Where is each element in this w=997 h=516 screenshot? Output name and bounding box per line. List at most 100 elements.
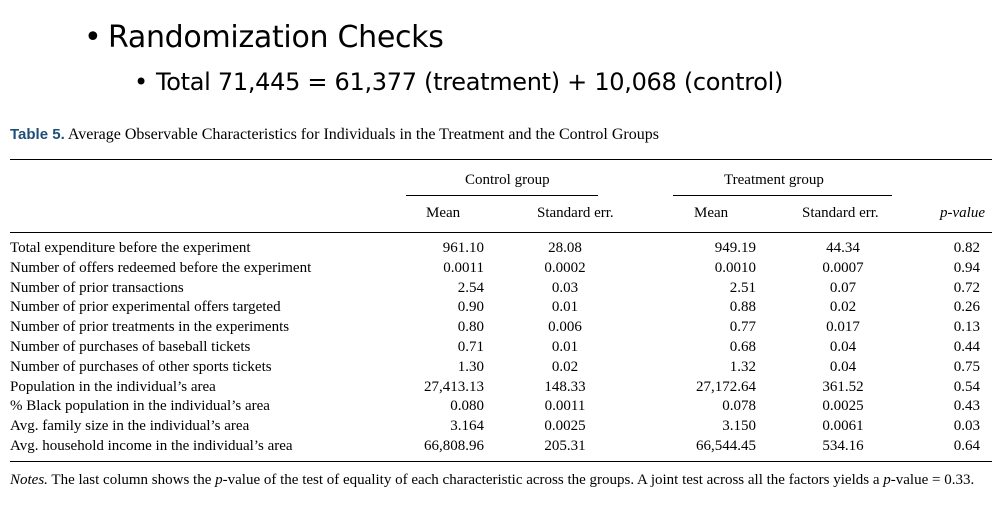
control-se-cell: 205.31	[544, 438, 586, 454]
p-value-cell: 0.82	[953, 240, 980, 256]
notes-p2-italic: p	[883, 472, 891, 488]
notes-label: Notes.	[10, 472, 48, 488]
table-row: Number of purchases of other sports tick…	[0, 357, 997, 377]
treatment-se-cell: 44.34	[826, 240, 860, 256]
control-mean-cell: 0.0011	[443, 259, 484, 276]
row-label: Number of prior treatments in the experi…	[10, 319, 290, 336]
notes-text-2: -value of the test of equality of each c…	[222, 472, 884, 488]
row-label: Number of purchases of other sports tick…	[10, 358, 272, 375]
control-mean-cell: 3.164	[450, 418, 484, 435]
bullet-sub: • Total 71,445 = 61,377 (treatment) + 10,…	[134, 64, 783, 100]
treatment-se-cell: 534.16	[822, 438, 864, 454]
control-mean-cell: 1.30	[457, 358, 484, 375]
control-mean-cell: 27,413.13	[424, 378, 484, 395]
p-value-cell: 0.44	[953, 339, 980, 355]
notes-p-italic: p	[215, 472, 223, 488]
p-value-cell: 0.54	[953, 378, 980, 395]
row-label: Number of prior transactions	[10, 279, 184, 296]
control-mean-cell: 2.54	[457, 279, 484, 296]
control-mean-cell: 0.71	[457, 339, 484, 355]
table-bottom-rule	[10, 461, 992, 462]
p-value-cell: 0.43	[953, 398, 980, 415]
header-treatment-se: Standard err.	[802, 205, 879, 221]
control-se-cell: 0.0011	[544, 398, 586, 415]
header-control-mean: Mean	[426, 205, 461, 221]
control-se-cell: 0.0002	[544, 259, 586, 276]
table-row: Population in the individual’s area 27,41…	[0, 377, 997, 397]
control-se-cell: 0.006	[548, 319, 582, 336]
treatment-se-cell: 0.07	[829, 279, 857, 296]
treatment-se-cell: 361.52	[822, 378, 864, 395]
row-label: Number of offers redeemed before the exp…	[10, 259, 312, 276]
treatment-mean-cell: 3.150	[722, 418, 756, 435]
table-notes: Notes. The last column shows the p-value…	[10, 471, 994, 489]
table-row: Number of prior transactions 2.54 0.03 2.51…	[0, 278, 997, 298]
control-se-cell: 0.02	[551, 358, 579, 375]
treatment-mean-cell: 0.77	[729, 319, 756, 336]
row-label: Number of purchases of baseball tickets	[10, 339, 251, 355]
table-caption: Table 5. Average Observable Characterist…	[10, 126, 659, 144]
p-value-cell: 0.64	[953, 438, 980, 454]
table-row: Avg. household income in the individual’…	[0, 436, 997, 456]
row-label: Total expenditure before the experiment	[10, 240, 251, 256]
p-value-cell: 0.03	[953, 418, 980, 435]
notes-text-1: The last column shows the	[51, 472, 216, 488]
table-row: Total expenditure before the experiment 9…	[0, 238, 997, 258]
p-value-cell: 0.13	[953, 319, 980, 336]
p-value-cell: 0.94	[953, 259, 980, 276]
bullet-dot-icon: •	[134, 68, 148, 96]
control-se-cell: 0.03	[551, 279, 579, 296]
control-mean-cell: 66,808.96	[424, 438, 484, 454]
treatment-se-cell: 0.04	[829, 358, 857, 375]
treatment-group-rule	[673, 195, 892, 196]
table-number: Table 5.	[10, 126, 65, 143]
p-value-cell: 0.75	[953, 358, 980, 375]
treatment-mean-cell: 1.32	[729, 358, 756, 375]
bullet-sub-text: Total 71,445 = 61,377 (treatment) + 10,0…	[156, 68, 784, 96]
bullet-main-text: Randomization Checks	[108, 20, 444, 55]
p-value-cell: 0.72	[953, 279, 980, 296]
treatment-mean-cell: 949.19	[714, 240, 756, 256]
table-top-rule	[10, 159, 992, 160]
row-label: Population in the individual’s area	[10, 378, 216, 395]
treatment-se-cell: 0.0061	[822, 418, 864, 435]
control-mean-cell: 0.080	[450, 398, 484, 415]
control-se-cell: 0.01	[551, 299, 579, 316]
table-row: Number of purchases of baseball tickets 0…	[0, 337, 997, 357]
table-row: Avg. family size in the individual’s are…	[0, 416, 997, 436]
row-label: % Black population in the individual’s a…	[10, 398, 270, 415]
header-control-se: Standard err.	[537, 205, 614, 221]
bullet-dot-icon: •	[84, 20, 102, 55]
treatment-se-cell: 0.02	[829, 299, 857, 316]
control-se-cell: 0.0025	[544, 418, 586, 435]
notes-text-3: -value = 0.33.	[890, 472, 975, 488]
treatment-se-cell: 0.017	[826, 319, 860, 336]
header-control-group: Control group	[465, 172, 550, 188]
header-treatment-mean: Mean	[694, 205, 729, 221]
treatment-mean-cell: 2.51	[729, 279, 756, 296]
treatment-mean-cell: 0.078	[722, 398, 756, 415]
row-label: Avg. family size in the individual’s are…	[10, 418, 250, 435]
header-treatment-group: Treatment group	[724, 172, 824, 188]
p-value-cell: 0.26	[953, 299, 980, 316]
control-mean-cell: 0.90	[457, 299, 484, 316]
treatment-mean-cell: 0.68	[729, 339, 756, 355]
bullet-main: • Randomization Checks	[84, 16, 444, 60]
control-se-cell: 28.08	[548, 240, 582, 256]
treatment-mean-cell: 0.88	[729, 299, 756, 316]
control-group-rule	[406, 195, 598, 196]
header-p-value: p-value	[940, 205, 985, 221]
table-row: Number of prior experimental offers targ…	[0, 297, 997, 317]
table-row: Number of prior treatments in the experi…	[0, 317, 997, 337]
table-title: Average Observable Characteristics for I…	[67, 126, 659, 143]
header-bottom-rule	[10, 232, 992, 233]
control-mean-cell: 961.10	[442, 240, 484, 256]
control-se-cell: 148.33	[544, 378, 586, 395]
treatment-mean-cell: 0.0010	[714, 259, 756, 276]
table-row: % Black population in the individual’s a…	[0, 396, 997, 416]
treatment-mean-cell: 66,544.45	[696, 438, 756, 454]
treatment-se-cell: 0.0025	[822, 398, 864, 415]
table-row: Number of offers redeemed before the exp…	[0, 258, 997, 278]
row-label: Avg. household income in the individual’…	[10, 438, 293, 454]
treatment-se-cell: 0.0007	[822, 259, 864, 276]
